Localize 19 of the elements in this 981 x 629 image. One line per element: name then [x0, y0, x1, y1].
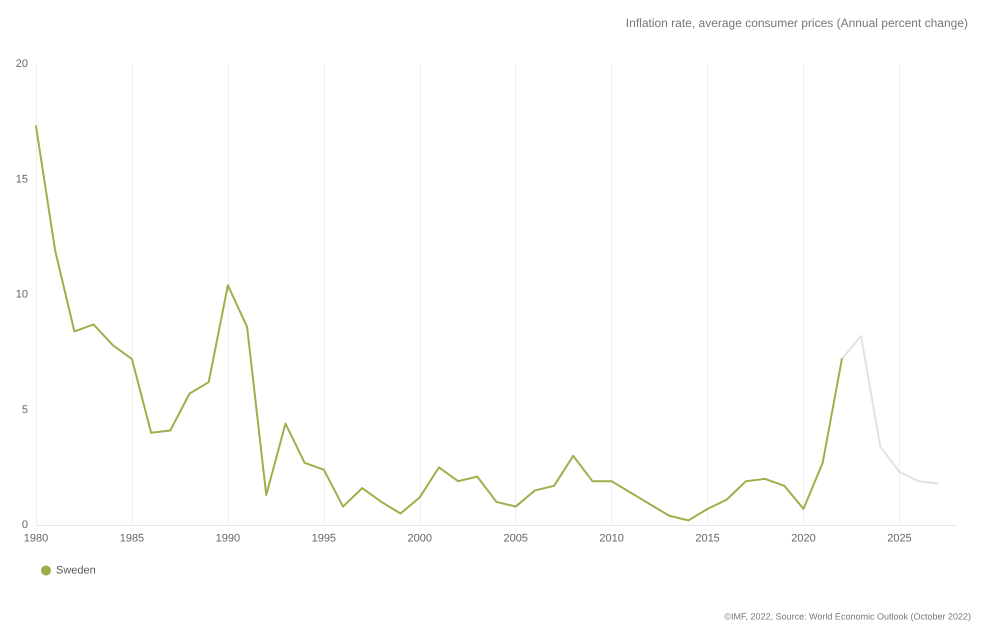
y-tick-label: 20	[16, 58, 28, 70]
x-tick-label: 2015	[695, 532, 720, 544]
x-tick-label: 1990	[216, 532, 240, 544]
x-tick-label: 2005	[503, 532, 528, 544]
x-tick-label: 2020	[791, 532, 816, 544]
x-tick-label: 1980	[24, 532, 48, 544]
y-tick-label: 15	[16, 173, 28, 186]
y-tick-label: 10	[16, 288, 28, 300]
x-tick-label: 2000	[408, 532, 432, 544]
text: ©IMF, 2022, Source: World Economic Outlook (October 2022)	[724, 612, 972, 622]
legend-label: Sweden	[56, 564, 96, 576]
y-tick-label: 0	[22, 519, 28, 531]
x-tick-label: 1995	[312, 532, 336, 544]
y-tick-label: 5	[22, 404, 28, 416]
x-tick-label: 2025	[887, 532, 912, 544]
x-tick-label: 1985	[120, 532, 144, 544]
chart-title: Inflation rate, average consumer prices (Annual percent change)	[626, 16, 968, 30]
x-tick-label: 2010	[599, 532, 624, 544]
line-series	[35, 125, 843, 522]
